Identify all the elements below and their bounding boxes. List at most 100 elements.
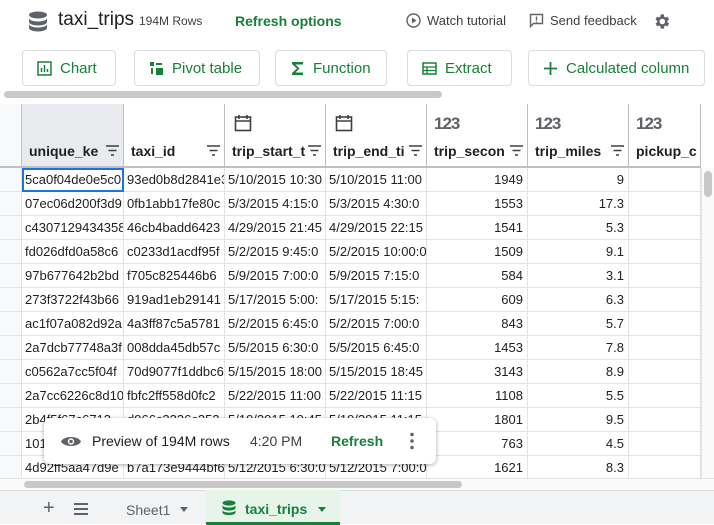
cell[interactable]: c0562a7cc5f04f	[22, 360, 124, 384]
cell[interactable]	[629, 192, 701, 216]
settings-icon[interactable]	[652, 12, 671, 31]
cell[interactable]: 584	[427, 264, 528, 288]
cell[interactable]: 5/10/2015 11:00	[326, 168, 427, 192]
tab[interactable]: Sheet1	[126, 502, 171, 518]
cell[interactable]: 4/29/2015 22:15	[326, 216, 427, 240]
cell[interactable]: 5/17/2015 5:00:	[225, 288, 326, 312]
h-scrollbar[interactable]	[4, 91, 442, 98]
cell[interactable]: 7.8	[528, 336, 629, 360]
watch-tutorial[interactable]: Watch tutorial	[427, 13, 506, 28]
cell[interactable]	[629, 288, 701, 312]
all-sheets[interactable]	[74, 503, 88, 515]
cell[interactable]: f705c825446b6	[124, 264, 225, 288]
cell[interactable]: 3143	[427, 360, 528, 384]
cell[interactable]: 5/5/2015 6:45:0	[326, 336, 427, 360]
toolbar-button[interactable]: Chart	[22, 50, 116, 86]
cell[interactable]: 5/2/2015 7:00:0	[326, 312, 427, 336]
active-tab[interactable]: taxi_trips	[206, 490, 340, 525]
cell[interactable]: c4307129434358	[22, 216, 124, 240]
tab-menu[interactable]	[180, 507, 188, 512]
filter-icon[interactable]	[611, 145, 624, 156]
cell[interactable]: 2a7cc6226c8d10	[22, 384, 124, 408]
tab-menu[interactable]	[318, 507, 326, 512]
column-header[interactable]: 123 trip_miles	[528, 104, 629, 168]
cell[interactable]: 5.5	[528, 384, 629, 408]
filter-icon[interactable]	[409, 145, 422, 156]
cell[interactable]: 9.1	[528, 240, 629, 264]
cell[interactable]	[629, 240, 701, 264]
cell[interactable]: 5/2/2015 10:00:0	[326, 240, 427, 264]
column-header[interactable]: trip_end_ti	[326, 104, 427, 168]
column-header[interactable]: taxi_id	[124, 104, 225, 168]
cell[interactable]: 5/3/2015 4:30:0	[326, 192, 427, 216]
column-header[interactable]: trip_start_t	[225, 104, 326, 168]
cell[interactable]: 8.9	[528, 360, 629, 384]
cell[interactable]: 5/15/2015 18:45	[326, 360, 427, 384]
cell[interactable]: fbfc2ff558d0fc2	[124, 384, 225, 408]
cell[interactable]: 1108	[427, 384, 528, 408]
cell[interactable]: 5/9/2015 7:00:0	[225, 264, 326, 288]
cell[interactable]: 1621	[427, 456, 528, 480]
cell[interactable]	[629, 216, 701, 240]
cell[interactable]: 5ca0f04de0e5c0	[22, 168, 124, 192]
cell[interactable]: 0fb1abb17fe80c	[124, 192, 225, 216]
cell[interactable]: 5/10/2015 10:30	[225, 168, 326, 192]
cell[interactable]: 07ec06d200f3d9	[22, 192, 124, 216]
cell[interactable]: 5/9/2015 7:15:0	[326, 264, 427, 288]
cell[interactable]: 1801	[427, 408, 528, 432]
cell[interactable]: 5.3	[528, 216, 629, 240]
cell[interactable]: c0233d1acdf95f	[124, 240, 225, 264]
cell[interactable]	[629, 312, 701, 336]
cell[interactable]: 4.5	[528, 432, 629, 456]
refresh-button[interactable]: Refresh	[331, 433, 384, 449]
toolbar-button[interactable]: Function	[275, 50, 387, 86]
cell[interactable]: 5/5/2015 6:30:0	[225, 336, 326, 360]
toolbar-button[interactable]: Extract	[407, 50, 512, 86]
cell[interactable]: 008dda45db57c	[124, 336, 225, 360]
column-header[interactable]: unique_ke	[22, 104, 124, 168]
cell[interactable]: 3.1	[528, 264, 629, 288]
cell[interactable]: 1541	[427, 216, 528, 240]
cell[interactable]: 2a7dcb77748a3f	[22, 336, 124, 360]
filter-icon[interactable]	[207, 145, 220, 156]
cell[interactable]: 4/29/2015 21:45	[225, 216, 326, 240]
cell[interactable]: 1553	[427, 192, 528, 216]
cell[interactable]: 1949	[427, 168, 528, 192]
filter-icon[interactable]	[106, 145, 119, 156]
toolbar-button[interactable]: Pivot table	[134, 50, 260, 86]
v-scroll-thumb[interactable]	[704, 171, 712, 197]
cell[interactable]: 9.5	[528, 408, 629, 432]
cell[interactable]: ac1f07a082d92a	[22, 312, 124, 336]
cell[interactable]: 93ed0b8d2841e3	[124, 168, 225, 192]
cell[interactable]	[629, 408, 701, 432]
cell[interactable]: 5/2/2015 9:45:0	[225, 240, 326, 264]
cell[interactable]: 6.3	[528, 288, 629, 312]
cell[interactable]: 8.3	[528, 456, 629, 480]
cell[interactable]: fd026dfd0a58c6	[22, 240, 124, 264]
send-feedback[interactable]: Send feedback	[550, 13, 637, 28]
more-icon[interactable]	[410, 432, 414, 450]
cell[interactable]: 97b677642b2bd	[22, 264, 124, 288]
cell[interactable]: 5.7	[528, 312, 629, 336]
cell[interactable]	[629, 336, 701, 360]
cell[interactable]	[629, 168, 701, 192]
cell[interactable]	[629, 456, 701, 480]
cell[interactable]	[629, 360, 701, 384]
cell[interactable]: 1509	[427, 240, 528, 264]
add-sheet[interactable]: +	[43, 497, 55, 519]
column-header[interactable]: 123 pickup_c	[629, 104, 701, 168]
cell[interactable]	[629, 384, 701, 408]
cell[interactable]: 9	[528, 168, 629, 192]
cell[interactable]	[629, 264, 701, 288]
cell[interactable]: 843	[427, 312, 528, 336]
h-scroll-thumb[interactable]	[24, 481, 462, 488]
cell[interactable]: 5/22/2015 11:00	[225, 384, 326, 408]
cell[interactable]: 5/2/2015 6:45:0	[225, 312, 326, 336]
cell[interactable]: 5/17/2015 5:15:	[326, 288, 427, 312]
column-header[interactable]: 123 trip_secon	[427, 104, 528, 168]
cell[interactable]: 17.3	[528, 192, 629, 216]
cell[interactable]: 70d9077f1ddbc6	[124, 360, 225, 384]
cell[interactable]: 4a3ff87c5a5781	[124, 312, 225, 336]
cell[interactable]	[629, 432, 701, 456]
refresh-options[interactable]: Refresh options	[235, 13, 342, 29]
